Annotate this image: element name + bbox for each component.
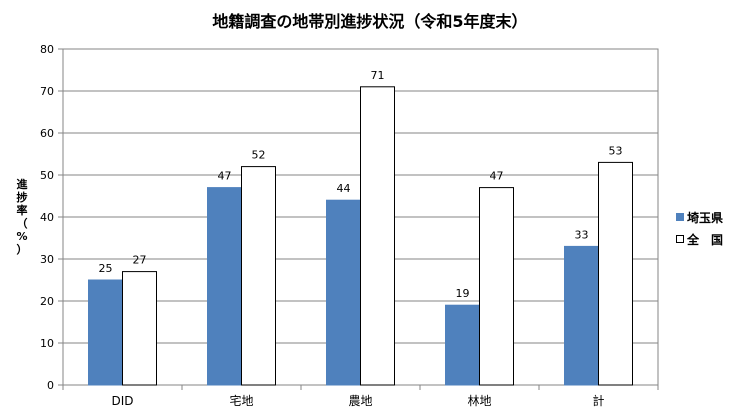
bar-national (598, 161, 633, 386)
data-label: 25 (99, 262, 113, 275)
bar-national (479, 187, 514, 386)
y-tick-label: 60 (40, 127, 54, 140)
legend-swatch-prefecture (676, 213, 684, 221)
legend-label-national: 全 国 (687, 232, 724, 247)
legend-swatch-national (676, 235, 684, 243)
data-label: 53 (609, 144, 623, 157)
x-tick-label: 計 (592, 393, 604, 408)
data-label: 71 (371, 69, 385, 82)
y-axis-label-char: （ (16, 217, 28, 230)
y-axis-label-char: % (16, 230, 28, 243)
y-tick-label: 30 (40, 253, 54, 266)
y-tick-label: 0 (47, 379, 54, 392)
bar-prefecture (445, 304, 480, 386)
legend-label-prefecture: 埼玉県 (687, 210, 724, 225)
data-label: 47 (218, 170, 232, 183)
bar-prefecture (326, 199, 361, 386)
y-axis-label-char: ） (16, 243, 28, 256)
bar-national (360, 86, 395, 386)
chart-title: 地籍調査の地帯別進捗状況（令和5年度末） (212, 12, 528, 31)
y-axis-label-char: 捗 (16, 191, 28, 204)
y-tick-label: 70 (40, 85, 54, 98)
data-label: 33 (575, 228, 589, 241)
bar-national (122, 271, 157, 386)
x-tick-label: 林地 (467, 394, 491, 408)
data-label: 47 (490, 170, 504, 183)
bar-national (241, 166, 276, 386)
y-tick-label: 50 (40, 169, 54, 182)
x-tick-label: 宅地 (229, 393, 253, 408)
y-tick-label: 10 (40, 337, 54, 350)
data-label: 19 (456, 287, 470, 300)
bar-prefecture (88, 279, 123, 386)
x-tick-label: 農地 (348, 394, 372, 408)
legend-item-national: 全 国 (676, 228, 723, 250)
y-tick-label: 40 (40, 211, 54, 224)
bar-prefecture (207, 187, 242, 386)
y-tick-label: 20 (40, 295, 54, 308)
x-tick-label: DID (111, 394, 133, 408)
data-label: 27 (133, 254, 147, 267)
y-axis-label-char: 進 (16, 178, 28, 191)
y-tick-label: 80 (40, 43, 54, 56)
data-label: 52 (252, 149, 266, 162)
data-label: 44 (337, 182, 351, 195)
y-axis-label-char: 率 (16, 204, 28, 217)
bar-prefecture (564, 245, 599, 386)
legend: 埼玉県 全 国 (676, 206, 723, 250)
y-axis-label: 進捗率（%） (14, 178, 30, 256)
legend-item-prefecture: 埼玉県 (676, 206, 723, 228)
